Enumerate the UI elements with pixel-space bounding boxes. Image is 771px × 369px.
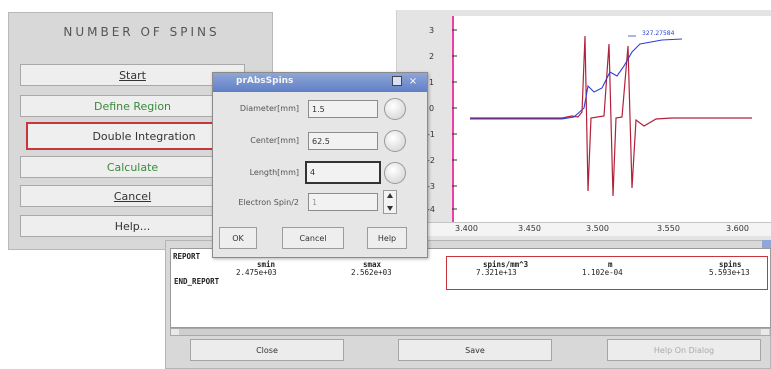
report-col-value: 2.475e+03 [236, 268, 277, 277]
report-text-area[interactable] [170, 248, 771, 328]
close-button[interactable]: Close [190, 339, 344, 361]
y-tick-label: 2 [429, 52, 435, 61]
spectrum-plot [452, 29, 752, 210]
scroll-left-arrow-icon[interactable] [171, 329, 179, 335]
dialog-cancel-label: Cancel [299, 233, 327, 243]
length-input[interactable]: 4 [305, 161, 381, 184]
report-col-header: spins [719, 260, 742, 269]
report-col-value: 2.562e+03 [351, 268, 392, 277]
x-tick-label: 3.500 [586, 224, 609, 233]
y-tick-label: -2 [427, 156, 435, 165]
diameter-label: Diameter[mm] [239, 104, 299, 113]
cancel-label: Cancel [113, 189, 152, 203]
report-start-label: REPORT [173, 252, 201, 261]
electron-spin-spinner[interactable] [383, 190, 397, 214]
spin-down-arrow-icon[interactable] [387, 206, 393, 211]
x-tick-label: 3.600 [726, 224, 749, 233]
report-scrollbar[interactable] [170, 328, 771, 336]
y-tick-label: -3 [427, 182, 435, 191]
diameter-input[interactable]: 1.5 [308, 100, 378, 118]
dialog-maximize-icon[interactable] [392, 76, 402, 86]
close-label: Close [256, 345, 278, 355]
dialog-ok-button[interactable]: OK [219, 227, 257, 249]
length-knob[interactable] [384, 162, 406, 184]
center-label: Center[mm] [250, 136, 299, 145]
scroll-right-arrow-icon[interactable] [761, 329, 769, 335]
length-label: Length[mm] [249, 168, 299, 177]
electron-spin-input[interactable]: 1 [308, 193, 378, 211]
report-col-header: spins/mm^3 [483, 260, 529, 269]
dialog-close-icon[interactable]: × [408, 76, 418, 87]
help-on-dialog-label: Help On Dialog [653, 345, 715, 355]
spin-up-arrow-icon[interactable] [387, 193, 393, 198]
y-tick-label: -4 [427, 205, 435, 214]
integral-annotation: 327.27584 [642, 30, 675, 37]
save-label: Save [465, 345, 485, 355]
report-col-header: m [608, 260, 613, 269]
x-tick-label: 3.450 [518, 224, 541, 233]
help-on-dialog-button[interactable]: Help On Dialog [607, 339, 761, 361]
center-input[interactable]: 62.5 [308, 132, 378, 150]
help-button[interactable]: Help... [20, 215, 245, 237]
center-knob[interactable] [384, 130, 406, 152]
integral-trace [470, 38, 683, 120]
dialog-help-button[interactable]: Help [367, 227, 407, 249]
report-col-header: smin [257, 260, 276, 269]
calculate-label: Calculate [106, 160, 159, 174]
help-label: Help... [114, 219, 151, 233]
report-col-value: 5.593e+13 [709, 268, 750, 277]
x-tick-label: 3.550 [657, 224, 680, 233]
electron-spin-label: Electron Spin/2 [238, 198, 299, 207]
calculate-button[interactable]: Calculate [20, 156, 245, 178]
y-tick-label: 3 [429, 26, 435, 35]
y-tick-label: 0 [429, 104, 435, 113]
y-tick-label: 1 [429, 78, 435, 87]
y-tick-label: -1 [427, 130, 435, 139]
define-region-button[interactable]: Define Region [20, 95, 245, 117]
ok-label: OK [232, 233, 244, 243]
dialog-cancel-button[interactable]: Cancel [282, 227, 344, 249]
report-title-bar [762, 240, 771, 249]
report-col-header: smax [363, 260, 382, 269]
report-end-label: END_REPORT [174, 277, 220, 286]
double-integration-label: Double Integration [92, 129, 196, 143]
dialog-title: prAbsSpins [236, 76, 294, 86]
report-col-value: 7.321e+13 [476, 268, 517, 277]
results-highlight-box [446, 256, 768, 290]
x-axis-strip [424, 222, 771, 236]
dialog-title-bar[interactable] [213, 73, 427, 92]
epr-signal-trace [470, 35, 752, 197]
start-button-label: Start [119, 68, 146, 82]
save-button[interactable]: Save [398, 339, 552, 361]
diameter-knob[interactable] [384, 98, 406, 120]
dialog-help-label: Help [377, 233, 397, 243]
define-region-label: Define Region [93, 99, 172, 113]
x-tick-label: 3.400 [455, 224, 478, 233]
panel-title: NUMBER OF SPINS [63, 25, 220, 39]
cancel-button[interactable]: Cancel [20, 185, 245, 207]
report-col-value: 1.102e-04 [582, 268, 623, 277]
start-button[interactable]: Start [20, 64, 245, 86]
